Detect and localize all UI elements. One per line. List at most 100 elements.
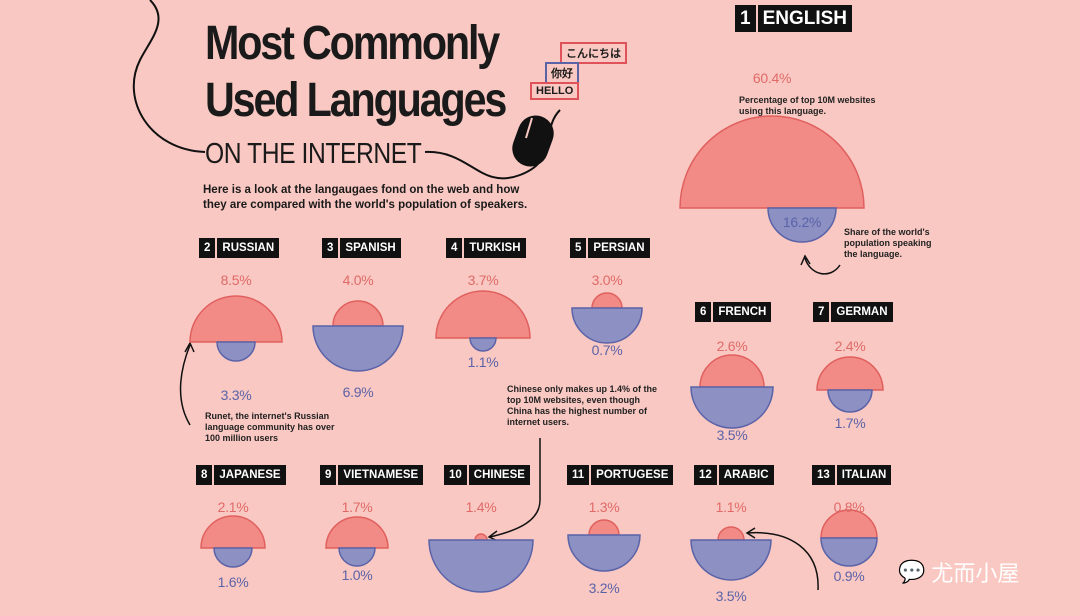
web-label-italian: 0.8% bbox=[833, 499, 865, 515]
header-english: 1 ENGLISH bbox=[735, 5, 853, 32]
language-name: VIETNAMESE bbox=[338, 465, 424, 485]
pop-semicircle-german bbox=[827, 389, 873, 413]
pop-semicircle-chinese bbox=[428, 539, 534, 593]
bubble-japanese: こんにちは bbox=[560, 42, 627, 64]
header-german: 7 GERMAN bbox=[813, 302, 893, 322]
pop-label-turkish: 1.1% bbox=[467, 354, 499, 370]
pop-label-french: 3.5% bbox=[716, 427, 748, 443]
header-spanish: 3 SPANISH bbox=[322, 238, 401, 258]
rank-badge: 9 bbox=[320, 465, 337, 485]
header-arabic: 12 ARABIC bbox=[694, 465, 774, 485]
note-chinese: Chinese only makes up 1.4% of the top 10… bbox=[507, 384, 658, 427]
pop-label-russian: 3.3% bbox=[220, 387, 252, 403]
arabic-arrow bbox=[747, 531, 819, 591]
header-russian: 2 RUSSIAN bbox=[199, 238, 280, 258]
note-russian: Runet, the internet's Russian language c… bbox=[205, 411, 335, 443]
pop-semicircle-english bbox=[767, 207, 837, 243]
pop-label-german: 1.7% bbox=[834, 415, 866, 431]
web-label-german: 2.4% bbox=[834, 338, 866, 354]
pop-label-english: 16.2% bbox=[782, 214, 822, 230]
web-label-vietnamese: 1.7% bbox=[341, 499, 373, 515]
language-name: RUSSIAN bbox=[217, 238, 280, 258]
language-name: JAPANESE bbox=[214, 465, 286, 485]
watermark-text: 尤而小屋 bbox=[931, 561, 1020, 586]
header-japanese: 8 JAPANESE bbox=[196, 465, 286, 485]
web-label-russian: 8.5% bbox=[220, 272, 252, 288]
web-label-arabic: 1.1% bbox=[715, 499, 747, 515]
english-arrow bbox=[804, 257, 841, 275]
web-semicircle-vietnamese bbox=[325, 516, 389, 549]
pop-semicircle-russian bbox=[216, 341, 256, 362]
rank-badge: 2 bbox=[199, 238, 216, 258]
language-name: TURKISH bbox=[464, 238, 526, 258]
web-label-turkish: 3.7% bbox=[467, 272, 499, 288]
rank-badge: 11 bbox=[567, 465, 590, 485]
web-semicircle-arabic bbox=[717, 526, 745, 541]
language-name: ARABIC bbox=[718, 465, 774, 485]
pop-label-portugese: 3.2% bbox=[588, 580, 620, 596]
web-label-spanish: 4.0% bbox=[342, 272, 374, 288]
web-label-persian: 3.0% bbox=[591, 272, 623, 288]
web-semicircle-french bbox=[699, 354, 765, 388]
web-semicircle-italian bbox=[820, 509, 878, 539]
pop-semicircle-italian bbox=[820, 537, 878, 567]
header-chinese: 10 CHINESE bbox=[444, 465, 530, 485]
language-name: PERSIAN bbox=[588, 238, 650, 258]
note-english-web: Percentage of top 10M websites using thi… bbox=[739, 95, 876, 116]
web-semicircle-turkish bbox=[435, 290, 531, 339]
rank-badge: 8 bbox=[196, 465, 213, 485]
web-semicircle-portugese bbox=[588, 519, 620, 536]
title-line-1: Most Commonly bbox=[205, 17, 500, 70]
cable-line bbox=[132, 0, 206, 153]
web-semicircle-german bbox=[816, 356, 884, 391]
web-label-english: 60.4% bbox=[752, 70, 792, 86]
title-line-2: Used Languages bbox=[205, 74, 507, 127]
rank-badge: 7 bbox=[813, 302, 830, 322]
web-label-chinese: 1.4% bbox=[465, 499, 497, 515]
pop-semicircle-vietnamese bbox=[338, 547, 376, 567]
web-label-portugese: 1.3% bbox=[588, 499, 620, 515]
pop-semicircle-persian bbox=[571, 307, 643, 344]
header-french: 6 FRENCH bbox=[695, 302, 772, 322]
web-semicircle-russian bbox=[189, 295, 283, 343]
language-name: SPANISH bbox=[340, 238, 401, 258]
note-english-pop: Share of the world's population speaking… bbox=[844, 227, 932, 259]
pop-semicircle-arabic bbox=[690, 539, 772, 581]
pop-label-persian: 0.7% bbox=[591, 342, 623, 358]
web-semicircle-chinese bbox=[474, 533, 488, 541]
russian-arrow bbox=[179, 344, 191, 426]
header-portugese: 11 PORTUGESE bbox=[567, 465, 674, 485]
rank-badge: 13 bbox=[812, 465, 835, 485]
rank-badge: 5 bbox=[570, 238, 587, 258]
pop-semicircle-japanese bbox=[213, 547, 253, 568]
language-name: ENGLISH bbox=[757, 5, 853, 32]
rank-badge: 3 bbox=[322, 238, 339, 258]
web-semicircle-japanese bbox=[200, 515, 266, 549]
pop-label-spanish: 6.9% bbox=[342, 384, 374, 400]
header-italian: 13 ITALIAN bbox=[812, 465, 892, 485]
rank-badge: 1 bbox=[735, 5, 756, 32]
pop-semicircle-portugese bbox=[567, 534, 641, 572]
web-semicircle-persian bbox=[591, 292, 623, 309]
pop-label-arabic: 3.5% bbox=[715, 588, 747, 604]
language-name: FRENCH bbox=[713, 302, 772, 322]
bubble-chinese: 你好 bbox=[545, 62, 579, 84]
chinese-arrow bbox=[489, 438, 541, 538]
pop-label-italian: 0.9% bbox=[833, 568, 865, 584]
watermark: 💬 尤而小屋 bbox=[898, 556, 1019, 588]
mouse-icon bbox=[512, 115, 554, 167]
rank-badge: 4 bbox=[446, 238, 463, 258]
web-label-french: 2.6% bbox=[716, 338, 748, 354]
header-persian: 5 PERSIAN bbox=[570, 238, 650, 258]
pop-semicircle-turkish bbox=[469, 337, 497, 352]
pop-semicircle-french bbox=[690, 386, 774, 429]
web-semicircle-english bbox=[679, 115, 865, 209]
pop-semicircle-spanish bbox=[312, 325, 404, 372]
language-name: ITALIAN bbox=[836, 465, 892, 485]
web-semicircle-spanish bbox=[332, 300, 384, 327]
header-turkish: 4 TURKISH bbox=[446, 238, 526, 258]
subtitle: Here is a look at the langaugaes fond on… bbox=[203, 184, 528, 211]
